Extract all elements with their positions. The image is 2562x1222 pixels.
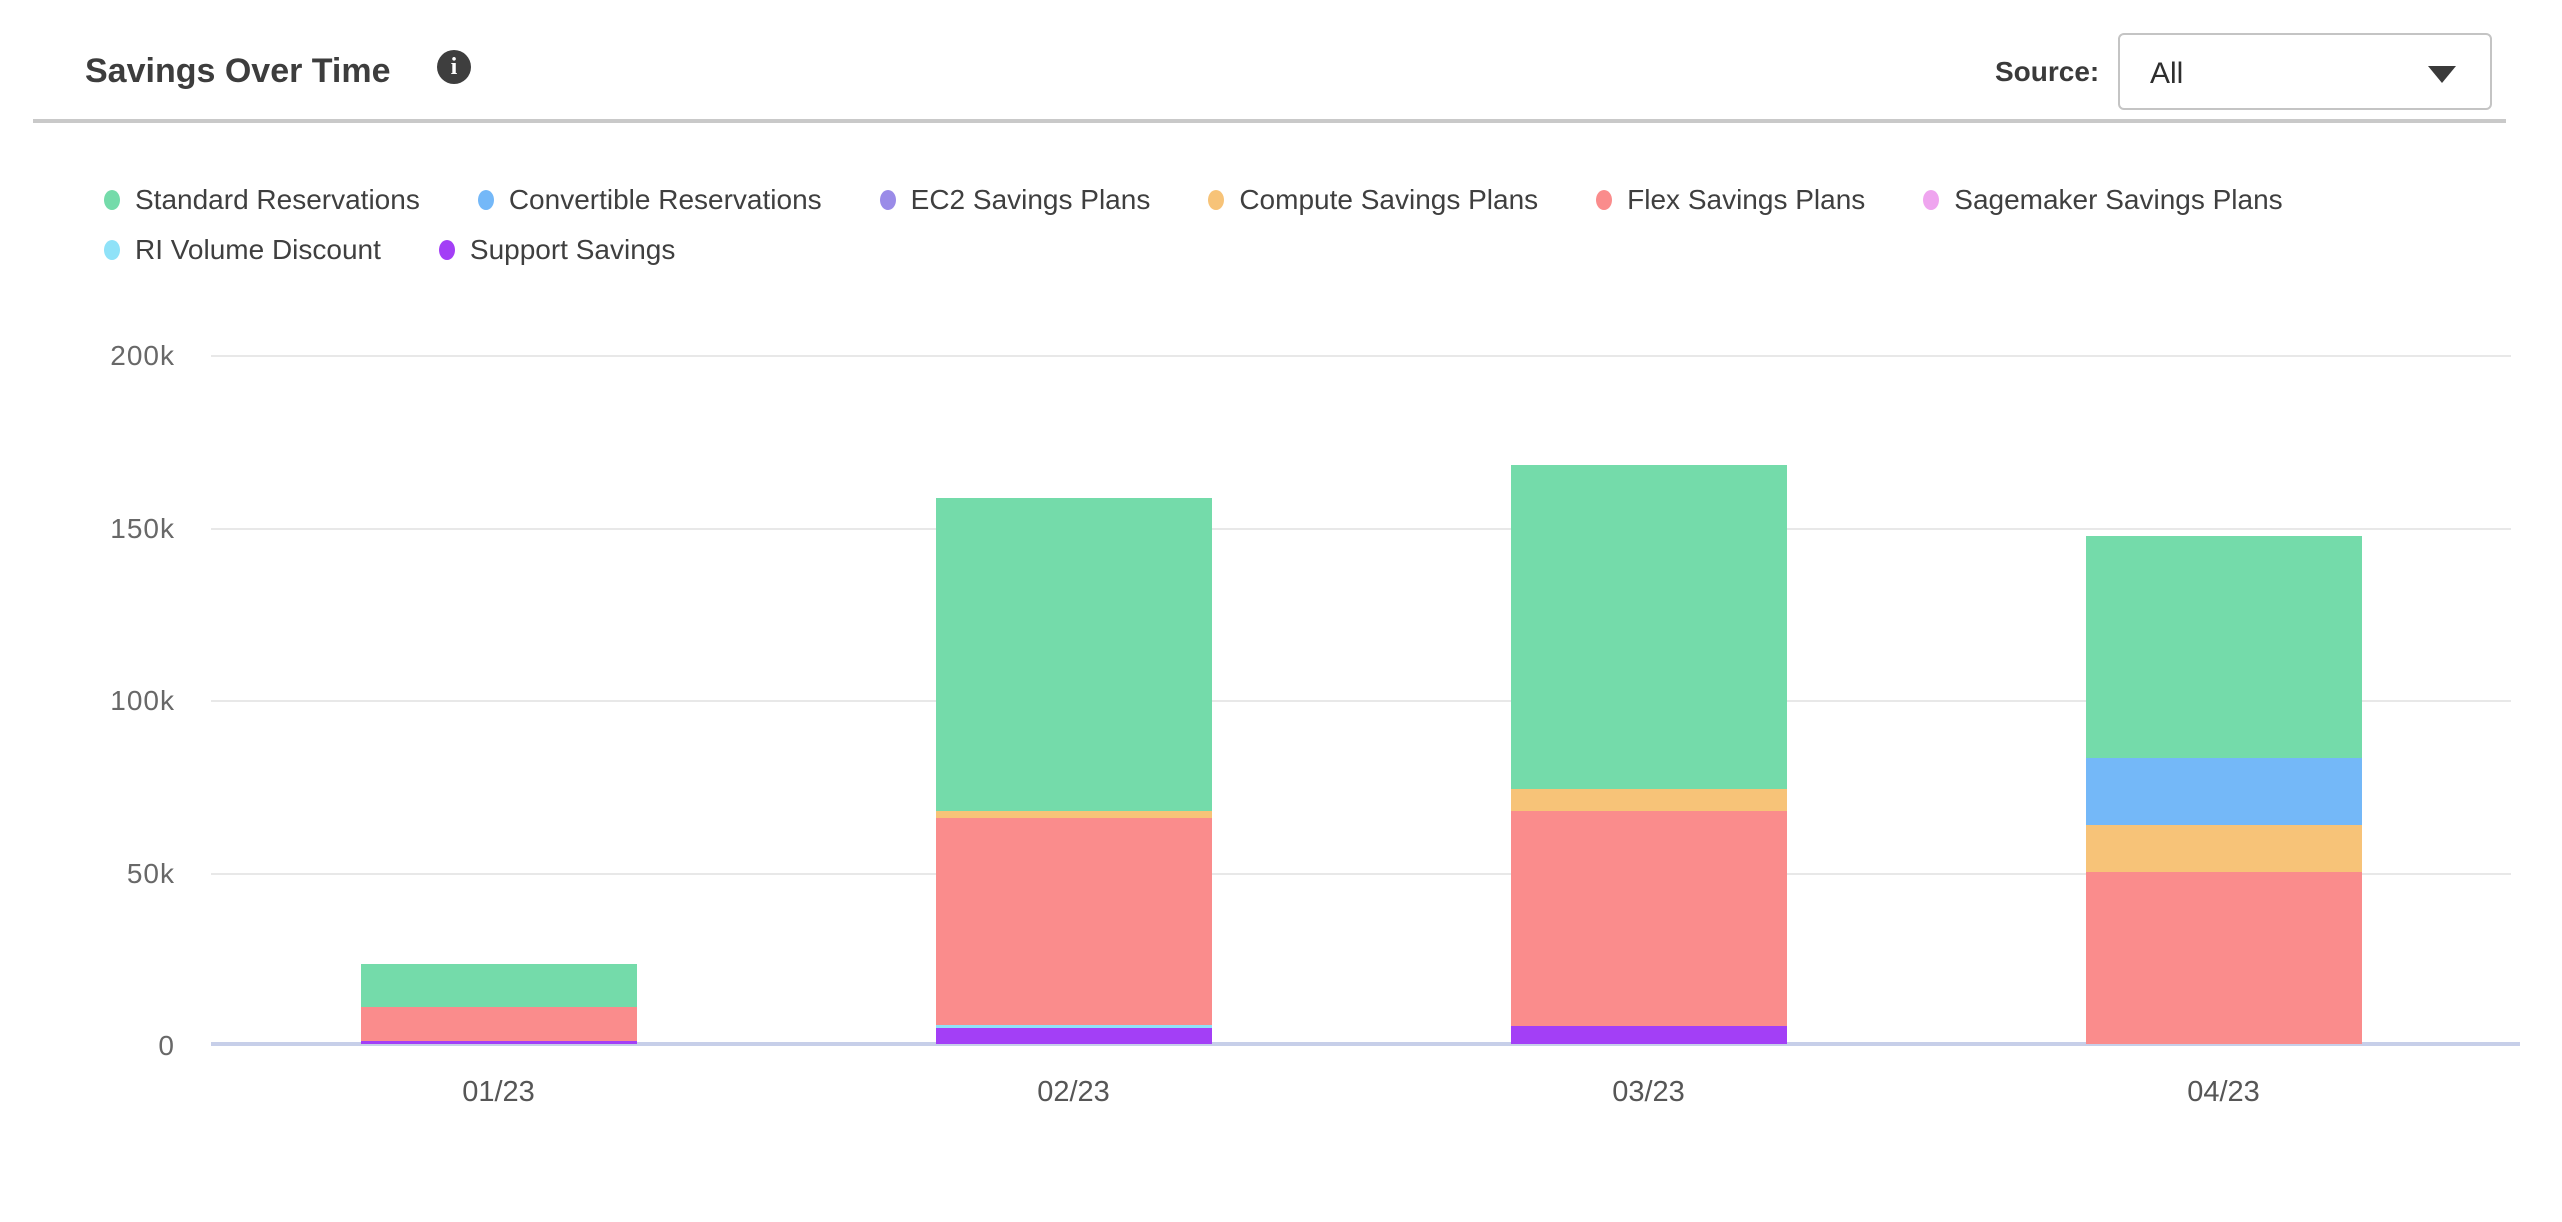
legend-item[interactable]: RI Volume Discount — [104, 234, 381, 266]
gridline — [211, 872, 2511, 875]
stacked-bar[interactable] — [935, 354, 1212, 1044]
legend: Standard Reservations Convertible Reserva… — [104, 184, 2404, 266]
bar-segment[interactable] — [2085, 824, 2362, 872]
source-dropdown[interactable]: All — [2118, 33, 2492, 110]
gridline — [211, 700, 2511, 702]
legend-item-label: Compute Savings Plans — [1239, 184, 1539, 215]
bar-segment[interactable] — [1510, 465, 1787, 789]
bar-segment[interactable] — [935, 810, 1212, 819]
legend-dot-icon — [879, 190, 896, 210]
bar-segment[interactable] — [2085, 535, 2362, 759]
legend-item-label: RI Volume Discount — [135, 234, 381, 265]
bar-segment[interactable] — [1510, 1025, 1787, 1044]
info-icon[interactable]: i — [437, 50, 471, 84]
bar-segment[interactable] — [360, 1040, 637, 1044]
source-dropdown-value: All — [2150, 57, 2184, 90]
gridline — [211, 527, 2511, 530]
legend-dot-icon — [477, 190, 494, 210]
legend-item[interactable]: Support Savings — [438, 234, 676, 266]
y-axis-tick-label: 0 — [158, 1030, 175, 1061]
legend-item-label: Flex Savings Plans — [1627, 184, 1866, 215]
bar-segment[interactable] — [2085, 758, 2362, 825]
x-axis-tick-label: 03/23 — [1612, 1076, 1685, 1108]
y-axis-tick-label: 150k — [110, 512, 175, 544]
plot-area — [211, 354, 2521, 1046]
legend-item-label: Sagemaker Savings Plans — [1954, 184, 2283, 215]
source-label: Source: — [1995, 56, 2100, 87]
y-axis-tick-label: 200k — [110, 340, 175, 371]
legend-item[interactable]: Sagemaker Savings Plans — [1923, 184, 2283, 216]
header-divider — [33, 119, 2506, 123]
legend-item-label: EC2 Savings Plans — [910, 184, 1151, 215]
x-axis-tick-label: 01/23 — [462, 1076, 535, 1108]
gridline — [211, 355, 2511, 357]
legend-dot-icon — [104, 240, 120, 260]
bar-segment[interactable] — [935, 498, 1212, 811]
bar-segment[interactable] — [1510, 788, 1787, 811]
bar-segment[interactable] — [2085, 871, 2362, 1044]
x-axis-line — [211, 1042, 2521, 1046]
page-title: Savings Over Time — [85, 52, 391, 90]
chevron-down-icon — [2428, 66, 2456, 83]
bar-segment[interactable] — [935, 818, 1212, 1025]
legend-item-label: Convertible Reservations — [508, 184, 822, 215]
legend-item-label: Support Savings — [469, 234, 676, 265]
legend-dot-icon — [1596, 190, 1613, 210]
stacked-bar[interactable] — [360, 354, 637, 1044]
legend-item[interactable]: Flex Savings Plans — [1596, 184, 1865, 216]
legend-dot-icon — [104, 190, 120, 210]
bar-segment[interactable] — [935, 1028, 1212, 1044]
y-axis-tick-label: 100k — [110, 685, 175, 716]
x-axis: 01/23 02/23 03/23 04/23 — [211, 1076, 2511, 1116]
bar-segment[interactable] — [360, 1006, 637, 1041]
stacked-bar[interactable] — [2085, 354, 2362, 1044]
chart-header: Savings Over Time i Source: All — [0, 0, 2562, 123]
legend-item[interactable]: Standard Reservations — [104, 184, 420, 216]
bar-segment[interactable] — [935, 1024, 1212, 1029]
bar-segment[interactable] — [1510, 810, 1787, 1026]
bar-segment[interactable] — [360, 964, 637, 1007]
x-axis-tick-label: 04/23 — [2187, 1076, 2260, 1108]
legend-item-label: Standard Reservations — [135, 184, 420, 215]
legend-dot-icon — [438, 240, 455, 260]
y-axis: 0 50k 100k 150k 200k — [0, 340, 180, 1061]
legend-item[interactable]: EC2 Savings Plans — [879, 184, 1151, 216]
legend-item[interactable]: Convertible Reservations — [477, 184, 822, 216]
legend-item[interactable]: Compute Savings Plans — [1208, 184, 1538, 216]
y-axis-tick-label: 50k — [126, 857, 175, 889]
x-axis-tick-label: 02/23 — [1037, 1076, 1110, 1108]
legend-dot-icon — [1923, 190, 1940, 210]
savings-over-time-chart: 0 50k 100k 150k 200k 01/23 02/23 03/23 04/23 — [0, 300, 2562, 1180]
stacked-bar[interactable] — [1510, 354, 1787, 1044]
legend-dot-icon — [1208, 190, 1225, 210]
